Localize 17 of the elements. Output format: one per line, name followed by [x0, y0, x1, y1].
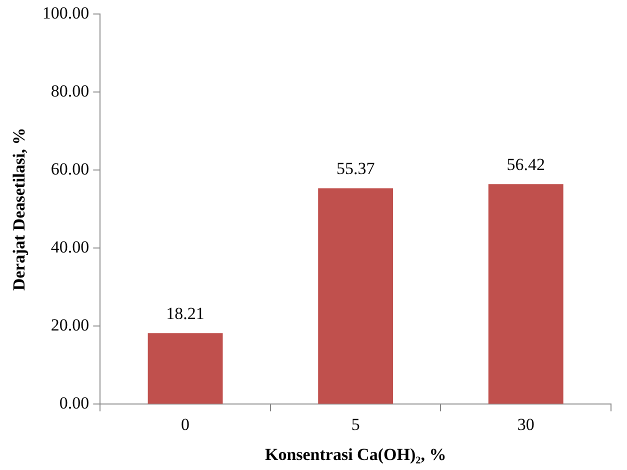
y-tick-label: 80.00: [50, 82, 90, 101]
data-label: 55.37: [336, 159, 376, 178]
data-label: 18.21: [166, 304, 204, 324]
y-tick-label: 100.00: [42, 4, 90, 23]
y-tick-label: 60.00: [50, 160, 90, 179]
bar: [488, 184, 564, 404]
y-axis-title: Derajat Deasetilasi, %: [10, 128, 29, 291]
bar: [318, 188, 394, 404]
bar: [148, 333, 223, 404]
y-tick-label: 20.00: [50, 316, 90, 335]
x-tick-label: 0: [181, 414, 190, 434]
x-tick-label: 5: [351, 414, 360, 434]
y-tick-label: 0.00: [59, 394, 90, 413]
y-tick-label: 40.00: [50, 238, 90, 257]
x-tick-label: 30: [517, 414, 534, 434]
data-label: 56.42: [506, 155, 545, 174]
x-axis-title: Konsentrasi Ca(OH)₂, %: [264, 445, 446, 464]
